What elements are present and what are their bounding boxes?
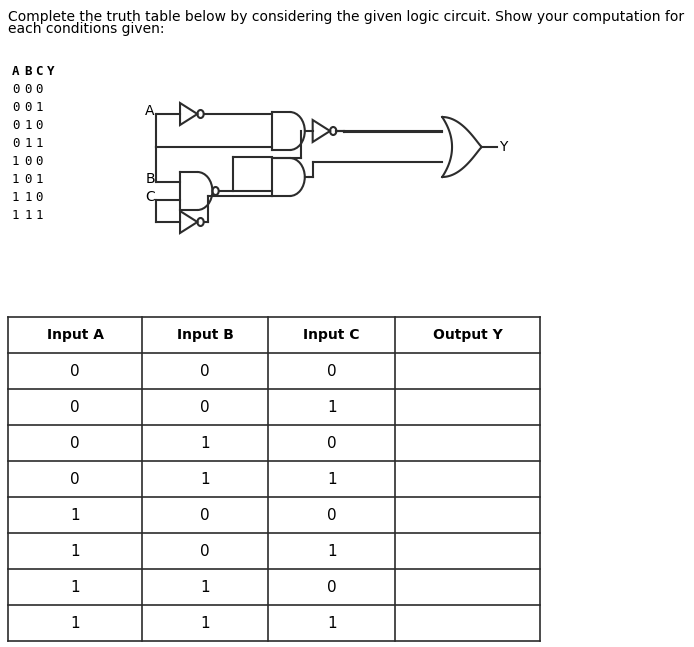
Text: 0: 0 — [12, 119, 19, 132]
Text: Input C: Input C — [303, 328, 360, 342]
Text: 1: 1 — [327, 543, 337, 558]
Text: 1: 1 — [12, 173, 19, 186]
Text: 0: 0 — [327, 507, 337, 523]
Text: A: A — [145, 104, 155, 118]
Text: 0: 0 — [24, 155, 32, 168]
Text: 0: 0 — [12, 101, 19, 114]
Text: 1: 1 — [201, 472, 210, 487]
Text: 1: 1 — [70, 580, 80, 595]
Text: 0: 0 — [201, 507, 210, 523]
Text: 1: 1 — [201, 435, 210, 450]
Text: 0: 0 — [12, 137, 19, 150]
Text: 0: 0 — [24, 83, 32, 96]
Text: C: C — [35, 65, 43, 78]
Text: 0: 0 — [327, 580, 337, 595]
Text: 1: 1 — [24, 209, 32, 222]
Text: Input B: Input B — [177, 328, 234, 342]
Text: 1: 1 — [35, 173, 43, 186]
Text: 1: 1 — [70, 543, 80, 558]
Text: 1: 1 — [327, 472, 337, 487]
Text: 1: 1 — [35, 137, 43, 150]
Text: 0: 0 — [35, 155, 43, 168]
Text: 0: 0 — [201, 543, 210, 558]
Text: 0: 0 — [35, 191, 43, 204]
Text: B: B — [145, 172, 155, 186]
Text: 1: 1 — [12, 209, 19, 222]
Text: 1: 1 — [327, 399, 337, 415]
Text: 1: 1 — [201, 615, 210, 630]
Text: C: C — [145, 190, 155, 204]
Text: 1: 1 — [24, 137, 32, 150]
Text: B: B — [24, 65, 32, 78]
Text: 1: 1 — [35, 101, 43, 114]
Text: 1: 1 — [12, 191, 19, 204]
Text: Y: Y — [46, 65, 54, 78]
Text: 0: 0 — [201, 399, 210, 415]
Text: 0: 0 — [70, 472, 80, 487]
Text: 0: 0 — [35, 119, 43, 132]
Text: 0: 0 — [12, 83, 19, 96]
Text: 1: 1 — [70, 507, 80, 523]
Text: Complete the truth table below by considering the given logic circuit. Show your: Complete the truth table below by consid… — [8, 10, 684, 24]
Text: 0: 0 — [327, 364, 337, 378]
Text: 1: 1 — [327, 615, 337, 630]
Text: 1: 1 — [12, 155, 19, 168]
Text: A: A — [12, 65, 19, 78]
Text: Input A: Input A — [46, 328, 103, 342]
Text: 0: 0 — [70, 435, 80, 450]
Text: 0: 0 — [327, 435, 337, 450]
Text: 0: 0 — [70, 399, 80, 415]
Text: 1: 1 — [201, 580, 210, 595]
Text: 0: 0 — [35, 83, 43, 96]
Text: 1: 1 — [35, 209, 43, 222]
Text: each conditions given:: each conditions given: — [8, 22, 164, 36]
Text: 0: 0 — [201, 364, 210, 378]
Text: 1: 1 — [70, 615, 80, 630]
Text: 1: 1 — [24, 191, 32, 204]
Text: Output Y: Output Y — [432, 328, 502, 342]
Text: 0: 0 — [70, 364, 80, 378]
Text: 0: 0 — [24, 173, 32, 186]
Text: Y: Y — [499, 140, 507, 154]
Text: 0: 0 — [24, 101, 32, 114]
Text: 1: 1 — [24, 119, 32, 132]
